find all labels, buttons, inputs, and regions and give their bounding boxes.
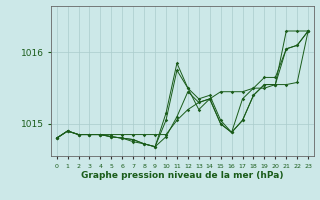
X-axis label: Graphe pression niveau de la mer (hPa): Graphe pression niveau de la mer (hPa) (81, 171, 284, 180)
